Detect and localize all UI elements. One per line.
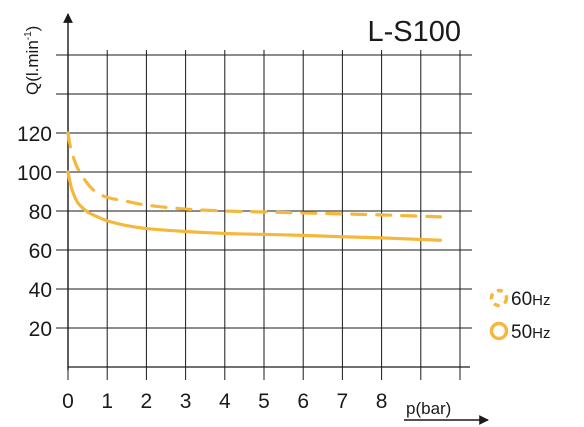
y-tick-label: 20 <box>29 318 52 341</box>
y-tick-labels: 20 40 60 80 100 120 <box>17 123 52 341</box>
y-tick-label: 40 <box>29 279 52 302</box>
x-tick-label: 1 <box>101 390 113 413</box>
x-axis-label: p(bar) <box>406 399 451 418</box>
x-tick-label: 0 <box>62 390 74 413</box>
y-tick-label: 100 <box>17 162 52 185</box>
y-tick-label: 80 <box>29 201 52 224</box>
legend-60-unit: Hz <box>532 292 550 309</box>
x-tick-label: 4 <box>219 390 231 413</box>
series-50hz-line <box>66 170 442 242</box>
y-tick-label: 120 <box>17 123 52 146</box>
x-tick-label: 3 <box>180 390 192 413</box>
dashed-circle-icon <box>489 288 509 308</box>
x-tick-label: 6 <box>297 390 309 413</box>
legend-item-60hz: 60Hz <box>489 288 550 310</box>
solid-circle-icon <box>489 321 509 341</box>
y-axis-label: Q(l.min-1) <box>23 26 42 95</box>
x-tick-labels: 0 1 2 3 4 5 6 7 8 <box>62 390 387 413</box>
legend: 60Hz 50Hz <box>489 288 550 343</box>
legend-60-number: 60 <box>511 289 532 310</box>
x-tick-label: 7 <box>337 390 349 413</box>
x-tick-label: 5 <box>258 390 270 413</box>
legend-50-unit: Hz <box>532 325 550 342</box>
chart-grid <box>56 50 472 380</box>
series-60hz-line <box>66 131 442 219</box>
x-tick-label: 8 <box>376 390 388 413</box>
x-tick-label: 2 <box>141 390 153 413</box>
legend-50-number: 50 <box>511 322 532 343</box>
legend-item-50hz: 50Hz <box>489 321 550 343</box>
chart-title: L-S100 <box>367 16 461 48</box>
svg-text:60Hz: 60Hz <box>511 289 550 310</box>
svg-text:50Hz: 50Hz <box>511 322 550 343</box>
y-tick-label: 60 <box>29 240 52 263</box>
